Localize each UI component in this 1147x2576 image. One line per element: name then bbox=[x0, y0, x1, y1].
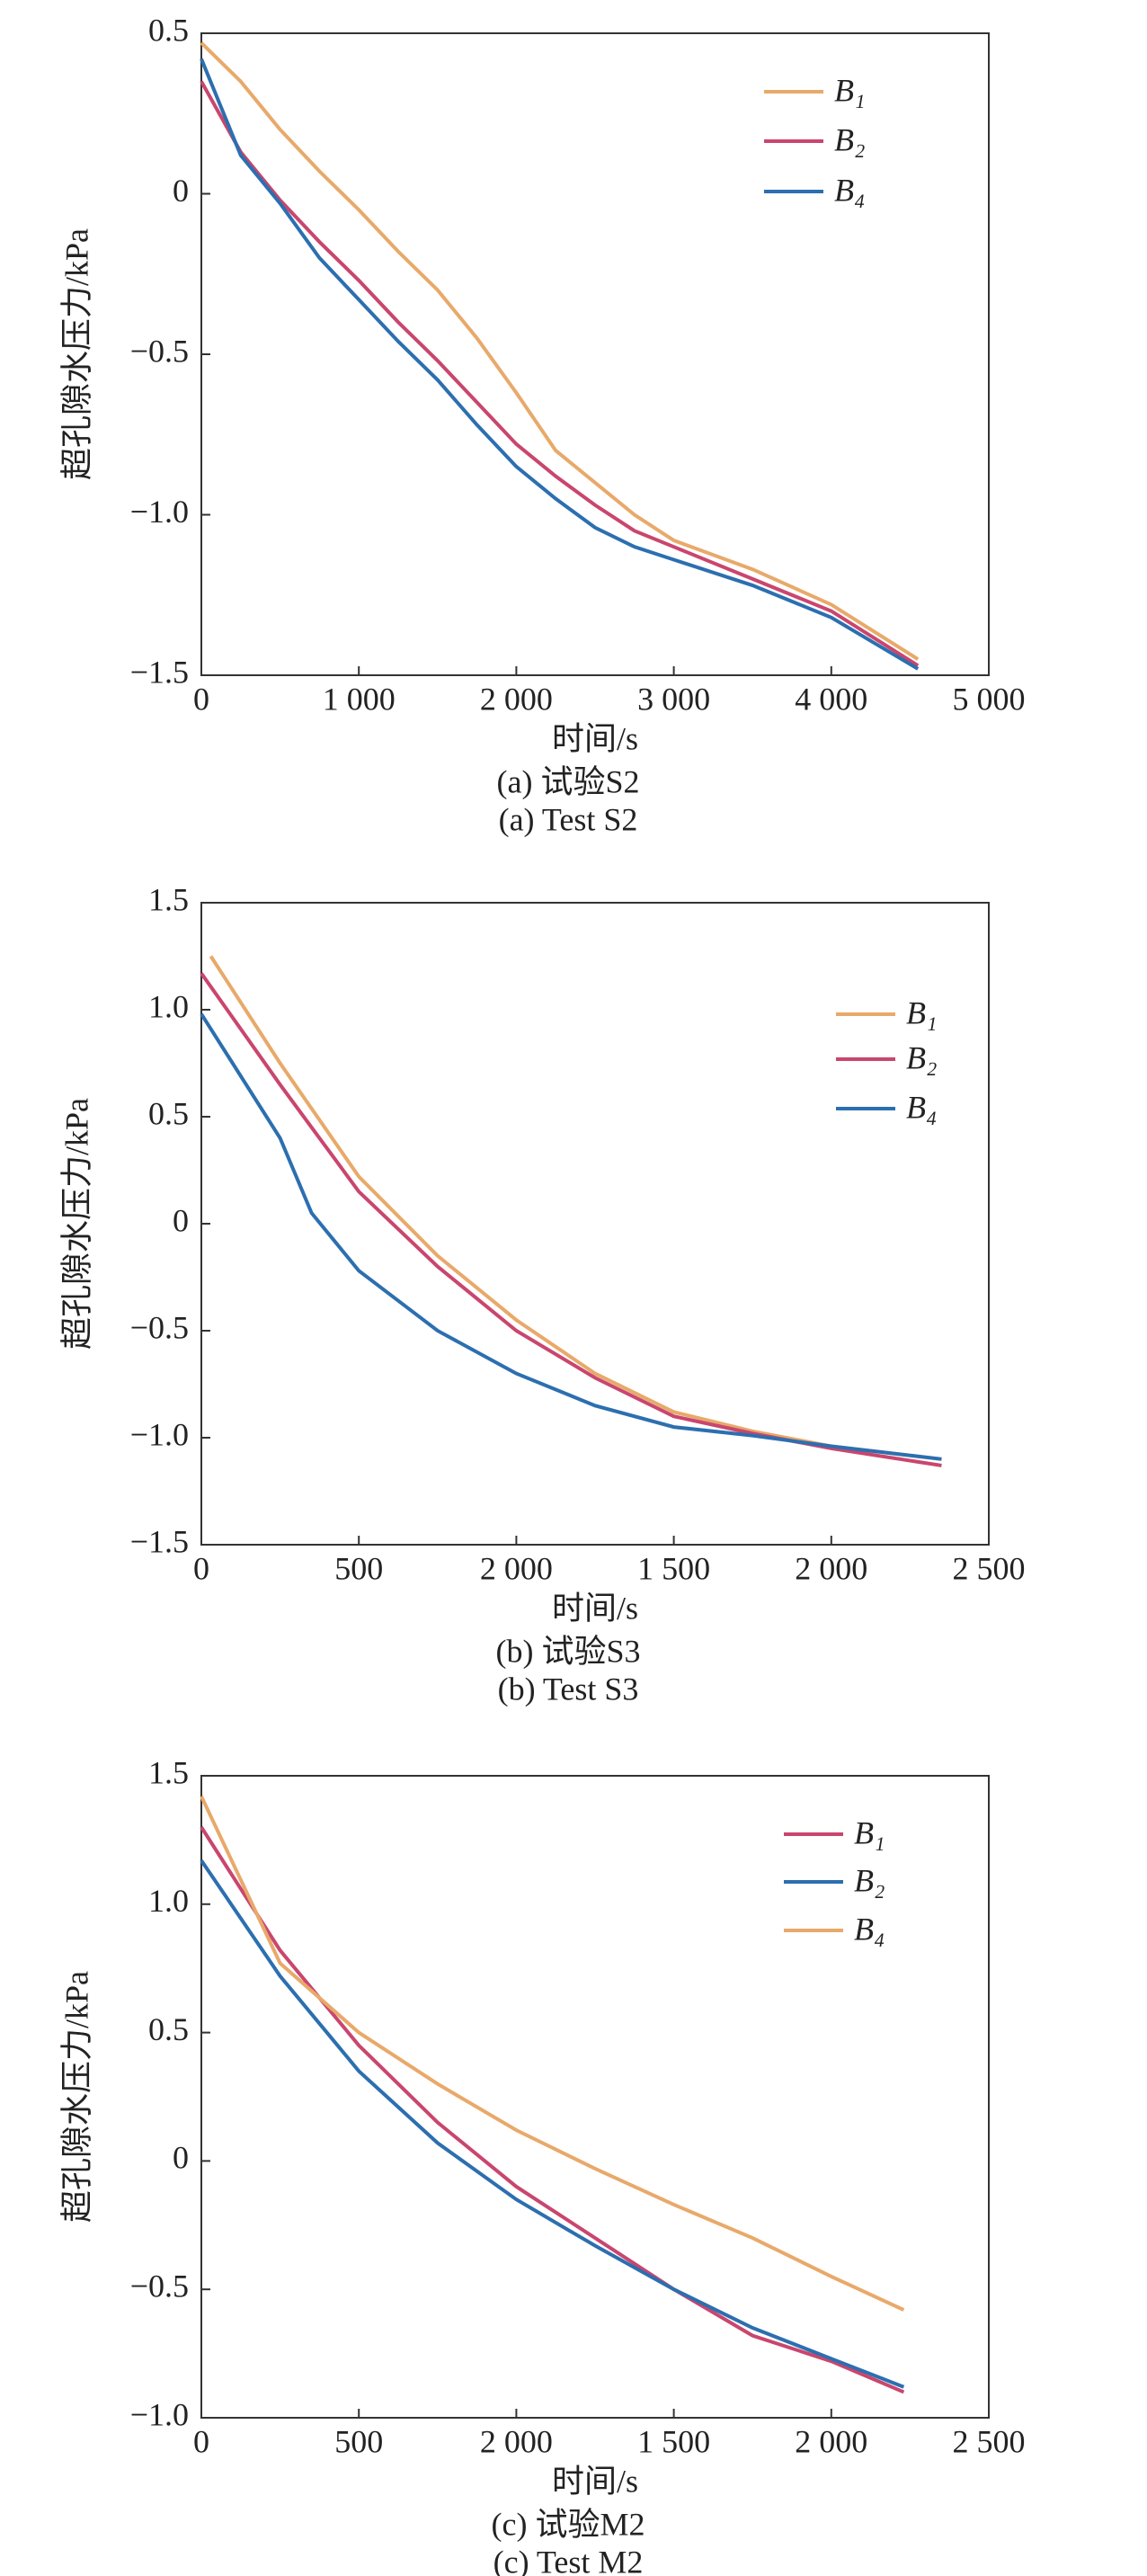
x-tick-label: 4 000 bbox=[795, 681, 867, 717]
x-tick-label: 0 bbox=[193, 1550, 209, 1586]
y-tick-label: 0 bbox=[173, 2140, 189, 2176]
x-tick-label: 3 000 bbox=[637, 681, 710, 717]
x-tick-label: 500 bbox=[334, 1550, 383, 1586]
x-axis-label: 时间/s bbox=[552, 2463, 638, 2499]
y-tick-label: 0.5 bbox=[148, 12, 189, 48]
x-tick-label: 2 000 bbox=[795, 1550, 867, 1586]
x-axis-label: 时间/s bbox=[552, 1590, 638, 1626]
y-tick-label: −0.5 bbox=[130, 333, 189, 369]
x-axis-label: 时间/s bbox=[552, 720, 638, 756]
y-tick-label: 1.0 bbox=[148, 1883, 189, 1919]
y-axis-label: 超孔隙水压力/kPa bbox=[58, 228, 94, 480]
caption-en: (c) Test M2 bbox=[493, 2544, 644, 2576]
legend-label: B₄ bbox=[834, 172, 866, 208]
data-line bbox=[200, 1826, 905, 2394]
data-line bbox=[200, 972, 942, 1467]
x-tick-label: 2 000 bbox=[480, 2423, 553, 2459]
caption-en: (a) Test S2 bbox=[499, 801, 638, 837]
x-tick-label: 1 500 bbox=[637, 2423, 710, 2459]
x-tick-label: 2 500 bbox=[953, 1550, 1026, 1586]
x-tick-label: 2 000 bbox=[795, 2423, 867, 2459]
caption-en: (b) Test S3 bbox=[498, 1671, 639, 1707]
legend-label: B₄ bbox=[854, 1911, 885, 1947]
legend-label: B₁ bbox=[834, 72, 866, 108]
plot-frame bbox=[200, 1775, 990, 2419]
plot-frame bbox=[200, 32, 990, 676]
data-line bbox=[200, 1795, 905, 2312]
legend-label: B₂ bbox=[906, 1039, 938, 1075]
y-tick-label: −0.5 bbox=[130, 1309, 189, 1345]
y-tick-label: −1.5 bbox=[130, 1523, 189, 1559]
caption: (c) 试验M2 bbox=[492, 2506, 645, 2542]
y-tick-label: −1.0 bbox=[130, 2396, 189, 2432]
legend-label: B₂ bbox=[834, 121, 866, 157]
y-tick-label: −0.5 bbox=[130, 2268, 189, 2304]
legend-label: B₂ bbox=[854, 1862, 885, 1898]
x-tick-label: 1 500 bbox=[637, 1550, 710, 1586]
data-line bbox=[200, 41, 920, 661]
x-tick-label: 500 bbox=[334, 2423, 383, 2459]
x-tick-label: 0 bbox=[193, 2423, 209, 2459]
data-line bbox=[200, 80, 920, 667]
y-tick-label: 1.5 bbox=[148, 881, 189, 917]
x-tick-label: 2 000 bbox=[480, 681, 553, 717]
x-tick-label: 1 000 bbox=[323, 681, 396, 717]
data-line bbox=[200, 1859, 905, 2389]
y-tick-label: −1.0 bbox=[130, 1416, 189, 1452]
y-tick-label: 0.5 bbox=[148, 2011, 189, 2047]
y-tick-label: 1.0 bbox=[148, 988, 189, 1024]
legend-label: B₁ bbox=[854, 1814, 885, 1850]
y-tick-label: 0 bbox=[173, 173, 189, 209]
y-axis-label: 超孔隙水压力/kPa bbox=[58, 1098, 94, 1350]
data-line bbox=[200, 1012, 942, 1461]
y-tick-label: −1.5 bbox=[130, 654, 189, 690]
x-tick-label: 5 000 bbox=[953, 681, 1026, 717]
y-tick-label: 0.5 bbox=[148, 1095, 189, 1131]
y-tick-label: 1.5 bbox=[148, 1754, 189, 1790]
legend-label: B₁ bbox=[906, 994, 938, 1030]
y-axis-label: 超孔隙水压力/kPa bbox=[58, 1971, 94, 2223]
y-tick-label: −1.0 bbox=[130, 494, 189, 530]
x-tick-label: 0 bbox=[193, 681, 209, 717]
legend-label: B₄ bbox=[906, 1089, 938, 1125]
data-line bbox=[200, 58, 920, 671]
caption: (a) 试验S2 bbox=[497, 763, 640, 799]
x-tick-label: 2 500 bbox=[953, 2423, 1026, 2459]
x-tick-label: 2 000 bbox=[480, 1550, 553, 1586]
caption: (b) 试验S3 bbox=[496, 1633, 641, 1669]
data-line bbox=[209, 955, 942, 1461]
y-tick-label: 0 bbox=[173, 1202, 189, 1238]
